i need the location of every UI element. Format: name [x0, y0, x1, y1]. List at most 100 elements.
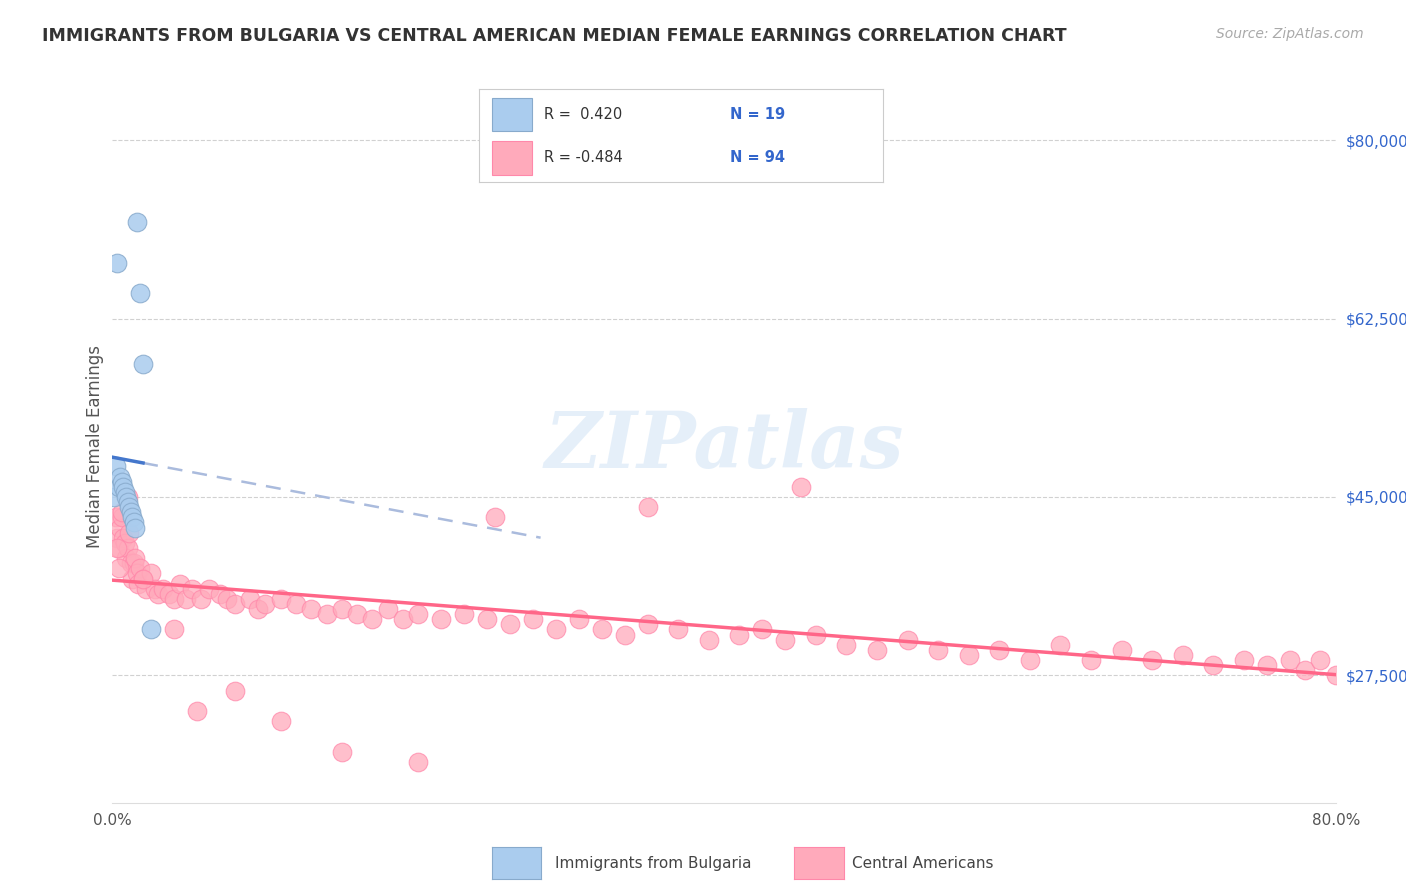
Point	[124, 551, 146, 566]
Point	[181, 582, 204, 596]
Point	[217, 591, 239, 606]
Point	[927, 643, 949, 657]
Point	[299, 602, 322, 616]
Point	[104, 510, 127, 524]
Point	[346, 607, 368, 622]
Point	[1080, 653, 1102, 667]
Point	[544, 623, 567, 637]
Point	[132, 358, 155, 372]
Point	[124, 520, 146, 534]
Point	[1309, 653, 1331, 667]
Point	[118, 500, 141, 515]
Point	[121, 510, 143, 524]
Point	[239, 591, 262, 606]
Point	[114, 484, 136, 499]
Point	[804, 627, 827, 641]
Point	[105, 255, 128, 269]
Point	[125, 215, 148, 229]
Point	[107, 480, 129, 494]
Point	[105, 541, 128, 555]
Point	[430, 612, 453, 626]
Point	[728, 627, 751, 641]
Point	[377, 602, 399, 616]
Point	[121, 572, 143, 586]
Point	[789, 480, 811, 494]
Point	[1018, 653, 1040, 667]
Point	[270, 591, 292, 606]
Point	[1278, 653, 1301, 667]
Text: Immigrants from Bulgaria: Immigrants from Bulgaria	[555, 856, 752, 871]
Point	[122, 556, 145, 570]
Point	[117, 495, 139, 509]
Point	[284, 597, 308, 611]
Point	[475, 612, 498, 626]
Point	[112, 531, 135, 545]
Point	[315, 607, 337, 622]
Point	[115, 551, 138, 566]
Point	[591, 623, 613, 637]
Point	[125, 566, 148, 581]
Point	[522, 612, 544, 626]
Point	[112, 480, 135, 494]
Point	[186, 704, 208, 718]
Point	[499, 617, 522, 632]
Point	[163, 623, 186, 637]
Point	[1111, 643, 1133, 657]
Point	[637, 500, 659, 515]
Point	[613, 627, 636, 641]
Point	[107, 561, 129, 575]
Point	[190, 591, 212, 606]
Point	[866, 643, 889, 657]
Point	[127, 576, 149, 591]
Point	[169, 576, 191, 591]
Point	[148, 587, 170, 601]
Point	[1294, 663, 1316, 677]
Point	[988, 643, 1011, 657]
Point	[107, 541, 129, 555]
Point	[115, 490, 138, 504]
Point	[105, 531, 128, 545]
Point	[484, 510, 506, 524]
Point	[666, 623, 689, 637]
Point	[143, 582, 166, 596]
Point	[208, 587, 231, 601]
Point	[775, 632, 797, 647]
Text: Central Americans: Central Americans	[852, 856, 994, 871]
Point	[330, 602, 353, 616]
Point	[103, 490, 125, 504]
Text: IMMIGRANTS FROM BULGARIA VS CENTRAL AMERICAN MEDIAN FEMALE EARNINGS CORRELATION : IMMIGRANTS FROM BULGARIA VS CENTRAL AMER…	[42, 27, 1067, 45]
Point	[330, 745, 353, 759]
Point	[174, 591, 197, 606]
Point	[408, 755, 430, 769]
Text: ZIPatlas: ZIPatlas	[544, 408, 904, 484]
Point	[568, 612, 591, 626]
Point	[139, 566, 162, 581]
Point	[111, 510, 134, 524]
Point	[1324, 668, 1347, 682]
Point	[1233, 653, 1256, 667]
Point	[111, 505, 134, 519]
Point	[120, 556, 142, 570]
Point	[897, 632, 920, 647]
Y-axis label: Median Female Earnings: Median Female Earnings	[86, 344, 104, 548]
Point	[1256, 658, 1278, 673]
Point	[224, 597, 246, 611]
Point	[392, 612, 415, 626]
Point	[408, 607, 430, 622]
Point	[104, 459, 127, 474]
Point	[751, 623, 773, 637]
Point	[117, 541, 139, 555]
Point	[697, 632, 720, 647]
Point	[122, 516, 145, 530]
Point	[111, 475, 134, 489]
Point	[152, 582, 174, 596]
Point	[118, 525, 141, 540]
Point	[246, 602, 269, 616]
Point	[129, 286, 152, 301]
Point	[117, 490, 139, 504]
Point	[163, 591, 186, 606]
Text: Source: ZipAtlas.com: Source: ZipAtlas.com	[1216, 27, 1364, 41]
Point	[108, 520, 131, 534]
Point	[254, 597, 277, 611]
Point	[1142, 653, 1164, 667]
